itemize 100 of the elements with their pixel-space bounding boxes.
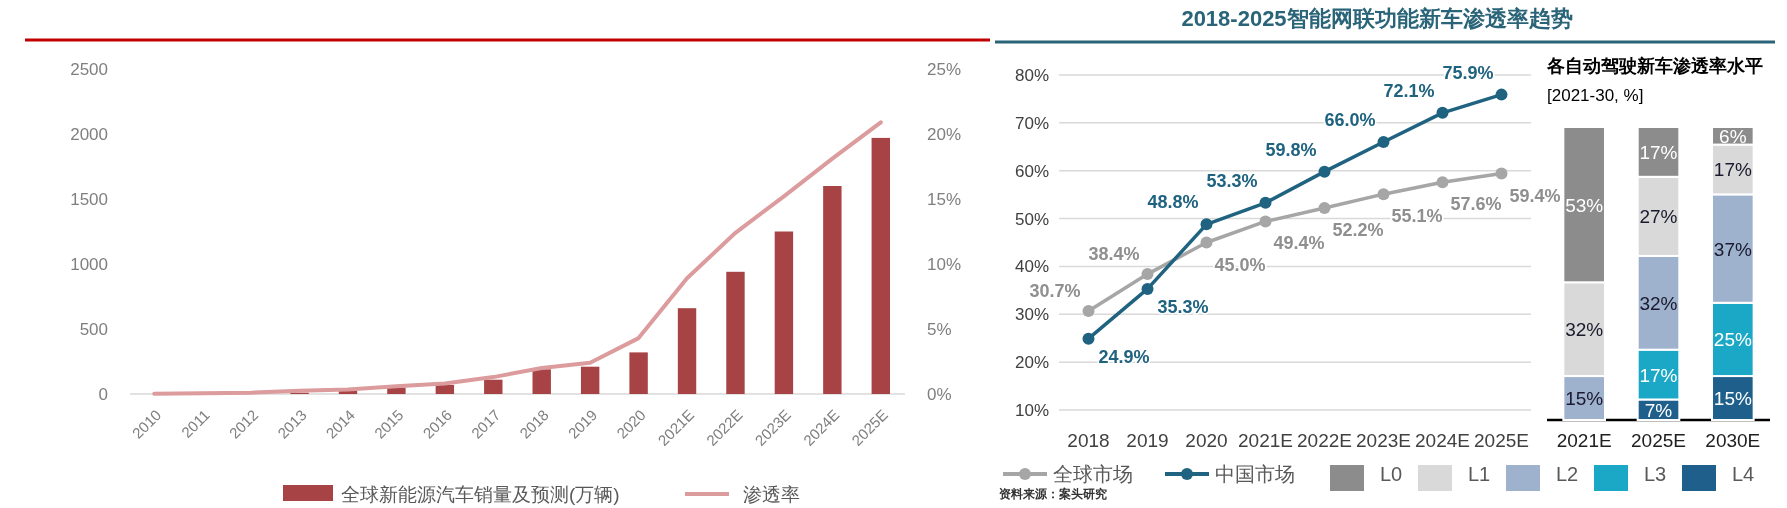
- data-label: 32%: [1639, 292, 1678, 314]
- text: 资料来源：案头研究: [999, 487, 1107, 501]
- data-label: 25%: [1713, 329, 1752, 351]
- x-tick-label: 2025E: [1631, 430, 1686, 451]
- y-tick-label: 20%: [1014, 353, 1049, 373]
- data-label: 59.4%: [1509, 185, 1561, 206]
- chart-subtitle: [2021-30, %]: [1547, 86, 1644, 105]
- data-label: 75.9%: [1442, 62, 1494, 83]
- legend-label: 中国市场: [1215, 463, 1295, 485]
- x-tick-label: 2021E: [1556, 430, 1612, 451]
- legend-label: 渗透率: [743, 484, 800, 505]
- point: [1318, 202, 1331, 215]
- legend-label: L4: [1732, 463, 1755, 485]
- data-label: 30.7%: [1029, 280, 1081, 301]
- x-tick-label: 2019: [1126, 430, 1169, 451]
- data-label: 66.0%: [1324, 110, 1376, 130]
- x-tick-label: 2030E: [1705, 430, 1761, 451]
- point: [1259, 215, 1272, 228]
- point: [1200, 236, 1213, 249]
- point: [1082, 304, 1095, 317]
- data-label: 27%: [1639, 206, 1678, 228]
- data-label: 57.6%: [1450, 194, 1502, 215]
- y2-tick-label: 15%: [927, 190, 962, 209]
- point: [1377, 136, 1390, 148]
- legend-label: L2: [1556, 463, 1579, 485]
- legend-label: L0: [1380, 463, 1403, 485]
- x-tick-label: 2018: [1067, 430, 1110, 451]
- data-label: 37%: [1713, 238, 1752, 260]
- bar: [677, 308, 697, 394]
- bar: [580, 366, 600, 394]
- data-label: 15%: [1713, 388, 1752, 410]
- point: [1082, 332, 1095, 345]
- data-label: 53%: [1565, 194, 1604, 216]
- point: [1377, 188, 1390, 201]
- data-label: 55.1%: [1391, 206, 1443, 227]
- y-tick-label: 60%: [1014, 161, 1049, 181]
- bar: [629, 352, 648, 394]
- data-label: 59.8%: [1265, 139, 1317, 160]
- y2-tick-label: 5%: [927, 320, 952, 339]
- data-label: 45.0%: [1214, 254, 1266, 275]
- point: [1495, 88, 1508, 101]
- bar: [484, 379, 503, 394]
- y2-tick-label: 25%: [927, 60, 962, 79]
- legend-label: L3: [1644, 463, 1667, 485]
- data-label: 35.3%: [1157, 296, 1209, 317]
- bar: [823, 186, 842, 394]
- bar: [774, 231, 794, 394]
- y2-tick-label: 10%: [927, 255, 962, 274]
- point: [1200, 218, 1213, 231]
- y-tick-label: 2500: [70, 60, 108, 79]
- data-label: 17%: [1713, 159, 1752, 181]
- y-tick-label: 80%: [1014, 66, 1049, 85]
- data-label: 72.1%: [1383, 80, 1435, 101]
- y-tick-label: 70%: [1014, 113, 1049, 133]
- legend-label: L1: [1468, 463, 1491, 485]
- x-tick-label: 2020: [1185, 430, 1228, 451]
- y-tick-label: 500: [79, 320, 108, 339]
- x-tick-label: 2022E: [1297, 430, 1352, 451]
- y-tick-label: 40%: [1014, 257, 1049, 277]
- point: [1141, 282, 1154, 295]
- data-label: 32%: [1565, 319, 1604, 341]
- data-label: 52.2%: [1332, 220, 1384, 241]
- point: [1436, 176, 1449, 189]
- point: [1495, 167, 1508, 180]
- y-tick-label: 2000: [70, 125, 108, 144]
- chart-title: 各自动驾驶新车渗透率水平: [1546, 56, 1763, 76]
- point: [1436, 106, 1449, 119]
- x-tick-label: 2025E: [1474, 430, 1529, 451]
- data-label: 17%: [1639, 141, 1678, 163]
- data-label: 6%: [1719, 125, 1747, 147]
- legend-label: 全球新能源汽车销量及预测(万辆): [341, 484, 620, 505]
- x-tick-label: 2024E: [1415, 430, 1470, 451]
- bar: [726, 271, 745, 394]
- bar: [871, 137, 890, 394]
- x-tick-label: 2021E: [1238, 430, 1293, 451]
- y2-tick-label: 0%: [927, 385, 952, 404]
- bar: [532, 369, 551, 394]
- y-tick-label: 1500: [70, 190, 108, 209]
- data-label: 17%: [1639, 364, 1678, 386]
- line-series: [152, 120, 883, 396]
- y-tick-label: 50%: [1014, 209, 1049, 229]
- y-tick-label: 30%: [1014, 305, 1049, 325]
- y-tick-label: 1000: [70, 255, 108, 274]
- y-tick-label: 0: [98, 385, 108, 404]
- data-label: 7%: [1644, 399, 1673, 421]
- data-label: 49.4%: [1273, 233, 1325, 254]
- point: [1141, 268, 1154, 281]
- y2-tick-label: 20%: [927, 125, 962, 144]
- data-label: 48.8%: [1147, 192, 1199, 213]
- chart-title: 2018-2025智能网联功能新车渗透率趋势: [1181, 6, 1573, 31]
- bar: [435, 384, 455, 394]
- legend-label: 全球市场: [1053, 463, 1133, 485]
- point: [1318, 165, 1331, 178]
- y-tick-label: 10%: [1014, 401, 1049, 420]
- x-tick-label: 2023E: [1356, 430, 1411, 451]
- point: [1259, 196, 1272, 209]
- data-label: 24.9%: [1098, 346, 1150, 367]
- data-label: 15%: [1565, 388, 1604, 410]
- data-label: 38.4%: [1088, 244, 1140, 265]
- data-label: 53.3%: [1206, 170, 1258, 191]
